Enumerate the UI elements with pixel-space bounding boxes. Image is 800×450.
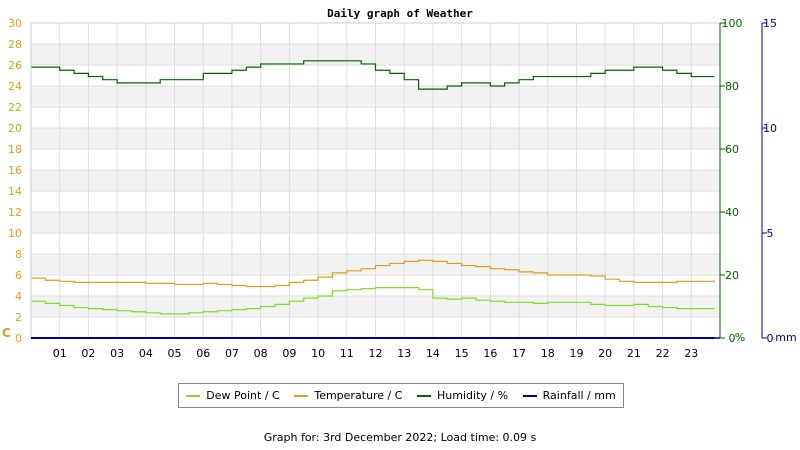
- x-tick-label: 10: [311, 347, 325, 360]
- x-tick-label: 05: [168, 347, 182, 360]
- x-tick-label: 14: [426, 347, 440, 360]
- legend-label: Rainfall / mm: [542, 389, 616, 402]
- x-tick-label: 23: [684, 347, 698, 360]
- y-tick-label-c: 22: [8, 101, 22, 114]
- legend-swatch: [522, 394, 537, 397]
- y-tick-label-c: 20: [8, 122, 22, 135]
- legend-item: Dew Point / C: [186, 389, 280, 402]
- x-tick-label: 15: [455, 347, 469, 360]
- humidity-tick-label: 20: [725, 269, 739, 282]
- x-tick-label: 01: [53, 347, 67, 360]
- legend-item: Rainfall / mm: [522, 389, 616, 402]
- y-tick-label-c: 4: [15, 290, 22, 303]
- x-tick-label: 09: [282, 347, 296, 360]
- y-tick-label-c: 16: [8, 164, 22, 177]
- y-tick-label-c: 8: [15, 248, 22, 261]
- temperature-line: [31, 259, 715, 288]
- chart-title: Daily graph of Weather: [327, 7, 473, 20]
- legend-label: Humidity / %: [437, 389, 509, 402]
- y-tick-label-c: 10: [8, 227, 22, 240]
- x-tick-label: 08: [254, 347, 268, 360]
- legend-swatch: [294, 394, 309, 397]
- legend-item: Temperature / C: [294, 389, 402, 402]
- x-tick-label: 04: [139, 347, 153, 360]
- y-tick-label-c: 28: [8, 38, 22, 51]
- x-tick-label: 20: [598, 347, 612, 360]
- x-tick-label: 18: [541, 347, 555, 360]
- x-tick-label: 22: [656, 347, 670, 360]
- rain-tick-label: 0: [767, 332, 774, 345]
- x-tick-label: 12: [369, 347, 383, 360]
- legend-label: Dew Point / C: [206, 389, 280, 402]
- humidity-line: [31, 60, 715, 90]
- rain-tick-label: 10: [763, 122, 777, 135]
- x-tick-label: 16: [483, 347, 497, 360]
- dew-point-line: [31, 287, 715, 315]
- x-tick-label: 19: [569, 347, 583, 360]
- x-tick-label: 02: [81, 347, 95, 360]
- chart-legend: Dew Point / C Temperature / C Humidity / %…: [178, 383, 624, 408]
- y-tick-label-c: 26: [8, 59, 22, 72]
- humidity-axis-unit: %: [735, 331, 745, 344]
- legend-label: Temperature / C: [314, 389, 403, 402]
- footer-text: Graph for: 3rd December 2022; Load time:…: [263, 431, 537, 444]
- y-tick-label-c: 12: [8, 206, 22, 219]
- x-tick-label: 07: [225, 347, 239, 360]
- x-tick-label: 17: [512, 347, 526, 360]
- y-tick-label-c: 6: [15, 269, 22, 282]
- y-tick-label-c: 30: [8, 17, 22, 30]
- legend-item: Humidity / %: [417, 389, 508, 402]
- x-tick-label: 11: [340, 347, 354, 360]
- legend-swatch: [186, 394, 201, 397]
- humidity-tick-label: 100: [722, 17, 743, 30]
- y-tick-label-c: 14: [8, 185, 22, 198]
- rain-tick-label: 5: [767, 227, 774, 240]
- legend-swatch: [417, 394, 432, 397]
- y-tick-label-c: 24: [8, 80, 22, 93]
- x-tick-label: 21: [627, 347, 641, 360]
- humidity-tick-label: 0: [729, 332, 736, 345]
- y-tick-label-c: 0: [15, 332, 22, 345]
- rain-tick-label: 15: [763, 17, 777, 30]
- rain-axis-unit: mm: [775, 331, 796, 344]
- y-axis-unit-c: C: [2, 326, 11, 340]
- humidity-tick-label: 40: [725, 206, 739, 219]
- y-tick-label-c: 18: [8, 143, 22, 156]
- humidity-tick-label: 60: [725, 143, 739, 156]
- x-tick-label: 03: [110, 347, 124, 360]
- humidity-tick-label: 80: [725, 80, 739, 93]
- y-tick-label-c: 2: [15, 311, 22, 324]
- x-tick-label: 13: [397, 347, 411, 360]
- x-tick-label: 06: [196, 347, 210, 360]
